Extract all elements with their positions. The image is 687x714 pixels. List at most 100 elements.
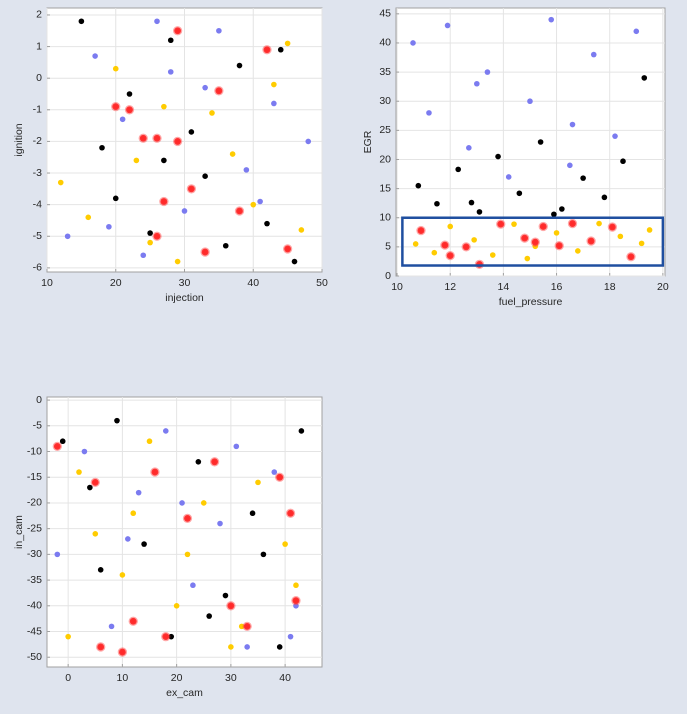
data-point — [471, 237, 477, 243]
data-point — [154, 18, 160, 25]
data-point — [81, 448, 88, 455]
data-point — [222, 242, 229, 249]
data-point — [412, 241, 419, 247]
data-point — [209, 110, 215, 116]
data-point — [119, 572, 126, 578]
data-point — [233, 443, 240, 450]
data-point — [200, 247, 210, 257]
data-point — [444, 22, 451, 29]
y-tick-label: -10 — [27, 445, 42, 457]
x-tick-label: 50 — [316, 277, 328, 289]
data-point — [641, 75, 648, 81]
data-point — [548, 16, 555, 23]
x-tick-label: 20 — [171, 672, 183, 684]
data-point — [216, 27, 222, 34]
data-point — [147, 230, 153, 236]
data-point — [181, 208, 188, 214]
data-point — [64, 233, 71, 240]
data-point — [476, 209, 483, 215]
data-point — [489, 252, 496, 258]
data-point — [184, 551, 191, 558]
data-point — [146, 438, 153, 445]
x-tick-label: 18 — [604, 281, 616, 293]
data-point — [293, 603, 299, 609]
data-point — [530, 237, 540, 247]
data-point — [96, 642, 106, 652]
scatter-panel: 10 12 14 16 18 20 0 5 10 15 20 25 30 35 40 45 fuel_press… — [362, 7, 669, 308]
x-tick-label: 40 — [279, 672, 291, 684]
data-point — [440, 240, 450, 250]
y-tick-label: 40 — [379, 37, 391, 49]
data-point — [455, 166, 461, 173]
data-point — [495, 153, 501, 160]
data-point — [551, 211, 557, 218]
data-point — [250, 201, 257, 208]
x-tick-label: 10 — [117, 672, 129, 684]
x-tick-label: 10 — [41, 277, 53, 289]
data-point — [117, 647, 128, 657]
data-point — [612, 133, 618, 139]
data-point — [217, 520, 223, 527]
y-tick-label: 0 — [36, 72, 42, 84]
data-point — [128, 616, 138, 626]
y-tick-label: -1 — [33, 104, 42, 116]
data-point — [553, 230, 560, 236]
data-point — [554, 241, 564, 251]
data-point — [468, 199, 475, 206]
data-point — [59, 438, 66, 445]
x-tick-label: 40 — [247, 277, 259, 289]
data-point — [236, 62, 243, 69]
data-point — [119, 116, 126, 123]
y-tick-label: -2 — [33, 135, 42, 147]
data-point — [410, 40, 416, 46]
data-point — [524, 255, 531, 262]
data-point — [85, 214, 92, 221]
data-point — [415, 182, 422, 189]
x-tick-label: 14 — [498, 281, 510, 293]
data-point — [190, 582, 196, 589]
data-point — [567, 218, 578, 229]
data-point — [431, 249, 438, 256]
y-tick-label: 30 — [379, 95, 391, 107]
data-point — [244, 644, 250, 650]
data-point — [78, 18, 85, 25]
y-tick-label: 10 — [379, 212, 391, 224]
y-tick-label: -5 — [33, 420, 42, 432]
y-axis-label: ignition — [13, 123, 25, 156]
x-tick-label: 0 — [65, 672, 71, 684]
data-point — [159, 196, 169, 207]
x-tick-label: 20 — [110, 277, 122, 289]
data-point — [638, 240, 645, 247]
x-axis-label: ex_cam — [166, 687, 203, 699]
data-point — [162, 428, 169, 434]
data-point — [626, 252, 636, 262]
data-point — [496, 219, 506, 229]
data-point — [538, 221, 548, 232]
data-point — [168, 633, 175, 640]
data-point — [445, 250, 455, 261]
data-point — [147, 239, 153, 246]
data-point — [466, 145, 472, 151]
data-point — [111, 101, 121, 112]
x-tick-label: 10 — [391, 281, 403, 293]
data-point — [161, 103, 167, 110]
data-point — [108, 623, 115, 630]
y-axis-label: in_cam — [13, 515, 25, 549]
y-tick-label: 5 — [385, 241, 391, 253]
y-tick-label: 20 — [379, 153, 391, 165]
data-point — [275, 472, 285, 482]
y-tick-label: -4 — [33, 198, 42, 210]
data-point — [434, 200, 440, 207]
data-point — [52, 441, 62, 452]
y-tick-label: -20 — [27, 497, 42, 509]
data-point — [596, 220, 602, 227]
data-point — [174, 258, 181, 265]
data-point — [92, 53, 98, 59]
data-point — [569, 121, 576, 128]
data-point — [112, 195, 119, 202]
data-point — [277, 46, 284, 53]
data-point — [172, 26, 183, 36]
y-tick-label: -25 — [27, 522, 42, 534]
plot-area — [46, 396, 323, 668]
